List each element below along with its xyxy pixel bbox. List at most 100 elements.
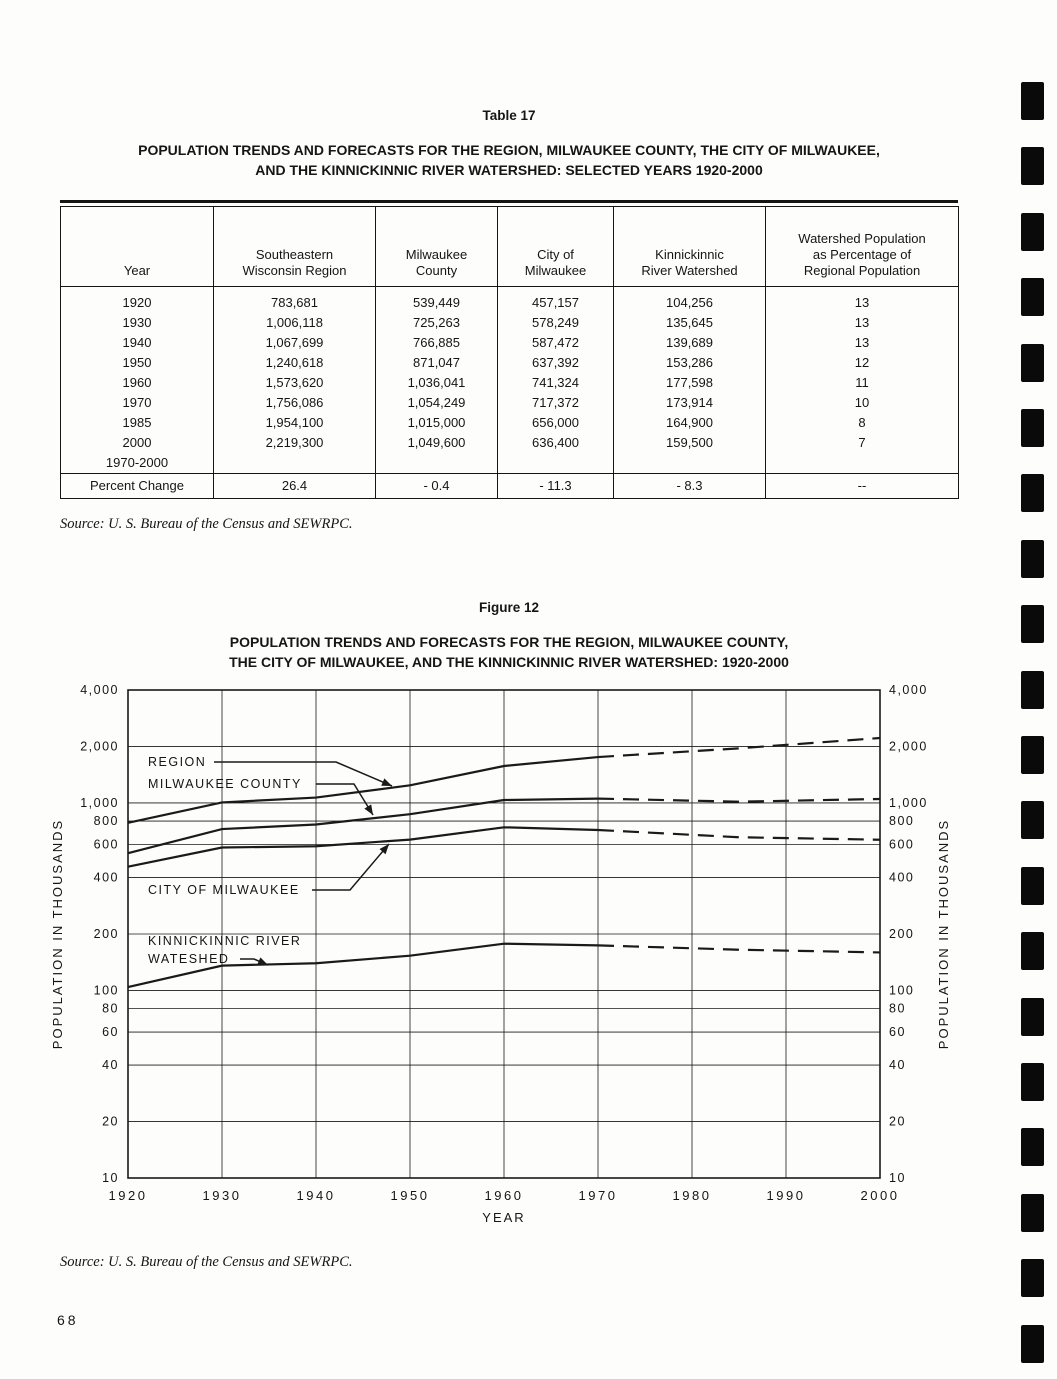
table-cell: 13 — [765, 286, 959, 313]
table-cell: 139,689 — [613, 333, 766, 353]
series-line — [127, 755, 599, 824]
binding-mark-icon — [1021, 539, 1044, 578]
binding-mark-icon — [1021, 1063, 1044, 1101]
y-tick-label: 1,000 — [80, 796, 119, 810]
table-row: 1930 1,006,118 725,263 578,249 135,645 13 — [60, 313, 959, 333]
binding-mark-icon — [1021, 409, 1044, 447]
y-tick-label: 20 — [889, 1115, 906, 1129]
table-row: 2000 2,219,300 1,049,600 636,400 159,500 7 — [60, 433, 959, 453]
binding-mark-icon — [1021, 801, 1044, 840]
table-row: 1970 1,756,086 1,054,249 717,372 173,914 10 — [60, 393, 959, 413]
y-axis-title-right: POPULATION IN THOUSANDS — [936, 819, 951, 1049]
column-header: Kinnickinnic River Watershed — [613, 206, 766, 287]
table-cell: 13 — [765, 333, 959, 353]
annotation-arrowhead — [364, 804, 373, 815]
table-label: Table 17 — [482, 108, 536, 123]
table-cell — [613, 453, 766, 474]
table-cell: 1940 — [60, 333, 214, 353]
y-tick-label: 60 — [889, 1025, 906, 1039]
table-cell: 1,006,118 — [213, 313, 376, 333]
y-axis-title-left: POPULATION IN THOUSANDS — [50, 819, 65, 1049]
binding-mark-icon — [1021, 736, 1044, 774]
table-row: 1940 1,067,699 766,885 587,472 139,689 13 — [60, 333, 959, 353]
table-cell: 1,067,699 — [213, 333, 376, 353]
binding-mark-icon — [1021, 278, 1044, 317]
table-row: 1985 1,954,100 1,015,000 656,000 164,900 8 — [60, 413, 959, 433]
binding-mark-icon — [1021, 1259, 1044, 1298]
population-table: Year Southeastern Wisconsin Region Milwauke… — [60, 206, 959, 499]
table-cell — [497, 453, 614, 474]
y-tick-label: 100 — [889, 983, 914, 997]
series-line — [127, 826, 599, 868]
x-tick-label: 2000 — [861, 1188, 900, 1203]
table-cell: 766,885 — [375, 333, 498, 353]
x-tick-label: 1940 — [297, 1188, 336, 1203]
table-cell: - 0.4 — [375, 473, 498, 499]
binding-mark-icon — [1021, 212, 1044, 251]
column-header: Watershed Population as Percentage of Regi… — [765, 206, 959, 287]
binding-mark-icon — [1021, 605, 1044, 644]
binding-mark-icon — [1021, 997, 1044, 1036]
figure-title-line2: THE CITY OF MILWAUKEE, AND THE KINNICKIN… — [229, 654, 789, 670]
binding-mark-icon — [1021, 343, 1044, 382]
binding-mark-icon — [1021, 1193, 1044, 1232]
table-cell: 12 — [765, 353, 959, 373]
table-cell: 10 — [765, 393, 959, 413]
table-body: 1920 783,681 539,449 457,157 104,256 13 1930 1,… — [60, 286, 959, 499]
y-tick-label: 4,000 — [80, 683, 119, 697]
header-row: Year Southeastern Wisconsin Region Milwauke… — [60, 206, 959, 287]
binding-mark-icon — [1021, 1128, 1044, 1167]
table-cell: 2000 — [60, 433, 214, 453]
table-cell: 656,000 — [497, 413, 614, 433]
x-axis-title: YEAR — [482, 1210, 525, 1225]
table-cell: -- — [765, 473, 959, 499]
table-cell: 11 — [765, 373, 959, 393]
y-tick-label: 600 — [94, 838, 119, 852]
table-cell: - 11.3 — [497, 473, 614, 499]
table-cell: Percent Change — [60, 473, 214, 499]
table-cell — [213, 453, 376, 474]
series-label: MILWAUKEE COUNTY — [148, 777, 302, 791]
series-line-forecast — [597, 797, 881, 803]
y-tick-label: 200 — [889, 927, 914, 941]
table-row-percent-change: Percent Change 26.4- 0.4- 11.3- 8.3 -- — [60, 473, 959, 499]
table-cell: 1920 — [60, 286, 214, 313]
table-cell: 153,286 — [613, 353, 766, 373]
table-cell: 1,573,620 — [213, 373, 376, 393]
table-source: Source: U. S. Bureau of the Census and S… — [60, 516, 353, 532]
y-tick-label: 100 — [94, 983, 119, 997]
table-title-line1: POPULATION TRENDS AND FORECASTS FOR THE … — [138, 142, 880, 158]
y-tick-label: 80 — [889, 1002, 906, 1016]
plot-border — [127, 689, 881, 1179]
table-cell: 104,256 — [613, 286, 766, 313]
table-cell: 164,900 — [613, 413, 766, 433]
population-table-wrap: Year Southeastern Wisconsin Region Milwauke… — [60, 200, 959, 499]
table-cell: 1950 — [60, 353, 214, 373]
table-row-span-label: 1970-2000 — [60, 453, 959, 474]
x-tick-label: 1920 — [109, 1188, 148, 1203]
table-cell: 8 — [765, 413, 959, 433]
table-cell: 1930 — [60, 313, 214, 333]
y-tick-label: 40 — [889, 1058, 906, 1072]
table-cell: 1970 — [60, 393, 214, 413]
table-cell: 26.4 — [213, 473, 376, 499]
table-cell: 135,645 — [613, 313, 766, 333]
table-cell: 725,263 — [375, 313, 498, 333]
population-trends-chart: 10 10 20 20 40 40 60 60 80 80 100 100 200 200 400 400 60… — [50, 683, 951, 1225]
column-header: Southeastern Wisconsin Region — [213, 206, 376, 287]
annotation-arrowhead — [379, 844, 389, 855]
table-title-line2: AND THE KINNICKINNIC RIVER WATERSHED: SE… — [255, 162, 763, 178]
series-line-forecast — [597, 944, 881, 954]
series-line-forecast — [597, 828, 881, 841]
table-cell: 13 — [765, 313, 959, 333]
figure-title-line1: POPULATION TRENDS AND FORECASTS FOR THE … — [229, 634, 789, 650]
column-header: Year — [60, 206, 214, 287]
table-cell: 1985 — [60, 413, 214, 433]
binding-mark-icon — [1021, 147, 1044, 186]
binding-mark-icon — [1021, 474, 1044, 513]
table-cell: 2,219,300 — [213, 433, 376, 453]
table-cell: 1,954,100 — [213, 413, 376, 433]
y-tick-label: 2,000 — [80, 739, 119, 753]
binding-mark-icon — [1021, 670, 1044, 709]
